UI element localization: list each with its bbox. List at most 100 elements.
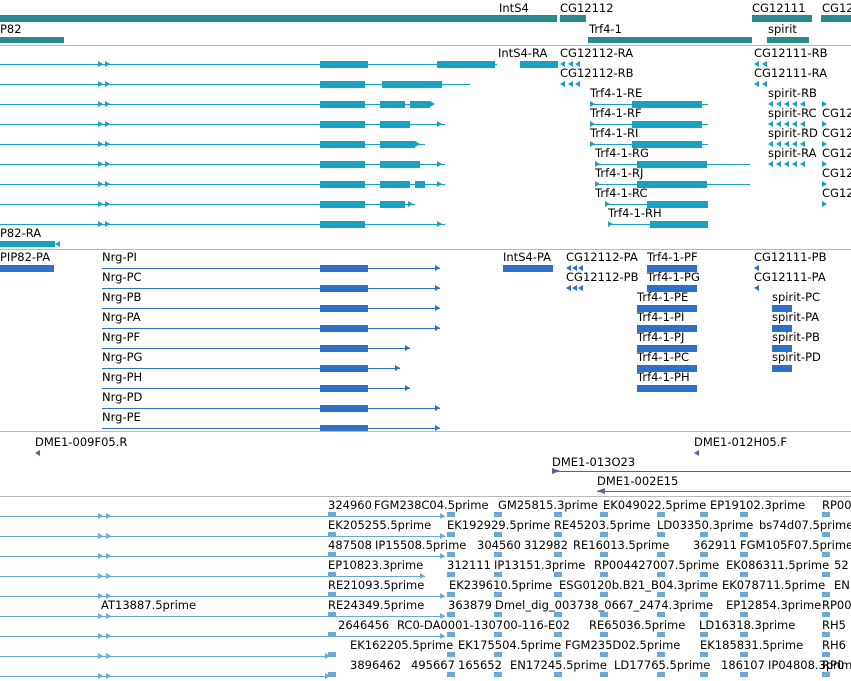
feature-exon[interactable] (650, 221, 708, 228)
est-block[interactable] (328, 592, 336, 597)
strand-arrow[interactable] (792, 101, 797, 107)
strand-arrow[interactable] (106, 533, 111, 539)
est-block[interactable] (600, 552, 608, 557)
feature-intron-line[interactable] (102, 408, 440, 409)
est-block[interactable] (740, 572, 748, 577)
gene-bar-p82[interactable] (0, 37, 64, 43)
strand-arrow[interactable] (822, 101, 827, 107)
feature-exon[interactable] (0, 265, 54, 272)
est-block[interactable] (700, 672, 708, 677)
strand-arrow[interactable] (408, 201, 413, 207)
feature-intron-line[interactable] (0, 144, 425, 145)
feature-exon[interactable] (320, 305, 368, 312)
feature-exon[interactable] (320, 365, 368, 372)
strand-arrow[interactable] (105, 81, 110, 87)
strand-arrow[interactable] (105, 141, 110, 147)
strand-arrow[interactable] (437, 121, 442, 127)
strand-arrow[interactable] (568, 61, 573, 67)
gene-bar-trf4-1[interactable] (588, 37, 752, 43)
feature-exon[interactable] (320, 201, 365, 208)
strand-arrow[interactable] (776, 121, 781, 127)
feature-exon[interactable] (320, 101, 365, 108)
feature-exon[interactable] (632, 121, 702, 128)
strand-arrow[interactable] (572, 285, 577, 291)
est-block[interactable] (822, 652, 830, 657)
strand-arrow[interactable] (435, 285, 440, 291)
strand-arrow[interactable] (98, 593, 103, 599)
strand-arrow[interactable] (98, 613, 103, 619)
est-block[interactable] (822, 672, 830, 677)
feature-exon[interactable] (0, 241, 55, 247)
strand-arrow[interactable] (415, 141, 420, 147)
est-block[interactable] (700, 572, 708, 577)
strand-arrow[interactable] (768, 121, 773, 127)
est-block[interactable] (657, 572, 665, 577)
strand-arrow[interactable] (405, 345, 410, 351)
clone-span[interactable] (597, 491, 851, 492)
strand-arrow[interactable] (106, 593, 111, 599)
feature-intron-line[interactable] (0, 104, 430, 105)
strand-arrow[interactable] (106, 633, 111, 639)
strand-arrow[interactable] (784, 101, 789, 107)
est-block[interactable] (447, 632, 455, 637)
strand-arrow[interactable] (435, 305, 440, 311)
strand-arrow[interactable] (776, 101, 781, 107)
est-block[interactable] (700, 552, 708, 557)
strand-arrow[interactable] (106, 653, 111, 659)
est-block[interactable] (700, 532, 708, 537)
strand-arrow[interactable] (320, 81, 325, 87)
strand-arrow[interactable] (776, 141, 781, 147)
feature-exon[interactable] (380, 121, 410, 128)
est-block[interactable] (494, 632, 502, 637)
gene-bar-cg12111[interactable] (752, 15, 812, 22)
gene-bar-spirit[interactable] (767, 37, 809, 43)
feature-exon[interactable] (772, 305, 792, 312)
est-block[interactable] (554, 672, 562, 677)
strand-arrow[interactable] (98, 573, 103, 579)
est-block[interactable] (554, 592, 562, 597)
strand-arrow[interactable] (437, 221, 442, 227)
est-block[interactable] (740, 612, 748, 617)
strand-arrow[interactable] (435, 425, 440, 431)
feature-exon[interactable] (772, 345, 792, 352)
est-block[interactable] (554, 612, 562, 617)
est-block[interactable] (740, 672, 748, 677)
est-block[interactable] (657, 652, 665, 657)
strand-arrow[interactable] (430, 101, 435, 107)
strand-arrow[interactable] (800, 121, 805, 127)
strand-arrow[interactable] (320, 101, 325, 107)
strand-arrow[interactable] (440, 533, 445, 539)
est-block[interactable] (822, 632, 830, 637)
est-block[interactable] (740, 512, 748, 517)
est-block[interactable] (657, 672, 665, 677)
feature-exon[interactable] (320, 345, 368, 352)
est-line[interactable] (0, 656, 330, 657)
feature-exon[interactable] (380, 101, 405, 108)
strand-arrow[interactable] (435, 405, 440, 411)
feature-exon[interactable] (320, 425, 368, 432)
strand-arrow[interactable] (800, 141, 805, 147)
feature-exon[interactable] (503, 265, 553, 272)
strand-arrow[interactable] (405, 385, 410, 391)
feature-exon[interactable] (320, 325, 368, 332)
strand-arrow[interactable] (105, 61, 110, 67)
est-block[interactable] (822, 532, 830, 537)
feature-exon[interactable] (637, 365, 697, 372)
feature-intron-line[interactable] (0, 204, 415, 205)
feature-intron-line[interactable] (0, 224, 445, 225)
strand-arrow[interactable] (768, 161, 773, 167)
feature-intron-line[interactable] (0, 64, 497, 65)
est-line[interactable] (0, 676, 330, 677)
strand-arrow[interactable] (762, 61, 767, 67)
strand-arrow[interactable] (98, 141, 103, 147)
strand-arrow[interactable] (822, 121, 827, 127)
strand-arrow[interactable] (578, 285, 583, 291)
est-block[interactable] (700, 512, 708, 517)
feature-exon[interactable] (772, 325, 792, 332)
strand-arrow[interactable] (792, 121, 797, 127)
gene-bar-cg12112[interactable] (560, 15, 586, 22)
strand-arrow[interactable] (440, 593, 445, 599)
strand-arrow[interactable] (822, 201, 827, 207)
clone-marker[interactable] (552, 468, 560, 474)
strand-arrow[interactable] (440, 553, 445, 559)
